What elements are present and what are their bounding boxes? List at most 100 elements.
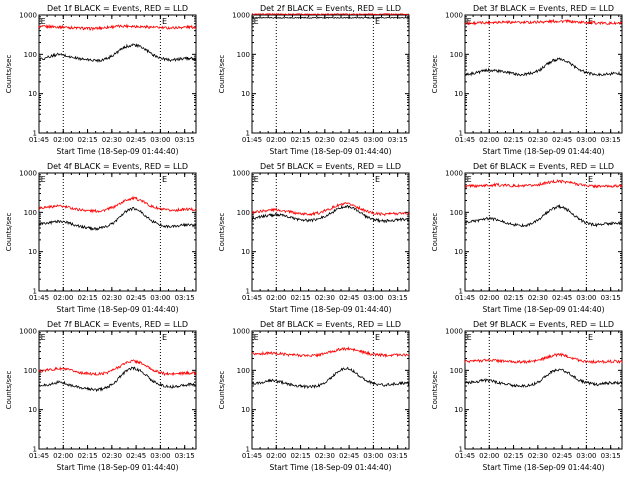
eclipse-annotation: E bbox=[467, 333, 472, 342]
x-tick-label: 02:30 bbox=[102, 294, 122, 302]
y-tick-label: 100 bbox=[237, 367, 250, 375]
y-axis-label: Counts/sec bbox=[218, 371, 226, 410]
y-tick-label: 1000 bbox=[232, 170, 250, 178]
y-tick-label: 100 bbox=[24, 367, 37, 375]
x-tick-label: 03:15 bbox=[601, 136, 621, 144]
eclipse-annotation: E bbox=[254, 175, 259, 184]
x-tick-label: 02:15 bbox=[77, 452, 97, 460]
panel-title: Det 5f BLACK = Events, RED = LLD bbox=[260, 162, 401, 171]
x-tick-label: 01:45 bbox=[242, 452, 262, 460]
y-tick-label: 100 bbox=[450, 367, 463, 375]
y-axis-label: Counts/sec bbox=[218, 55, 226, 94]
y-tick-label: 1000 bbox=[232, 12, 250, 20]
plot-frame bbox=[251, 330, 410, 450]
y-tick-label: 1 bbox=[33, 130, 37, 138]
x-tick-label: 01:45 bbox=[242, 294, 262, 302]
series-line-red bbox=[251, 202, 410, 217]
series-line-black bbox=[464, 57, 623, 77]
series-line-black bbox=[38, 206, 197, 232]
y-tick-label: 1000 bbox=[19, 12, 37, 20]
x-tick-label: 02:00 bbox=[479, 452, 499, 460]
panel-det-3f: Det 3f BLACK = Events, RED = LLD Counts/s… bbox=[431, 4, 623, 156]
x-tick-label: 02:00 bbox=[53, 452, 73, 460]
y-tick-label: 1 bbox=[459, 446, 463, 454]
y-axis-label: Counts/sec bbox=[5, 371, 13, 410]
x-tick-label: 02:15 bbox=[77, 136, 97, 144]
eclipse-annotation: E bbox=[375, 333, 380, 342]
series-line-black bbox=[251, 366, 410, 390]
x-tick-label: 03:15 bbox=[388, 136, 408, 144]
x-axis-label: Start Time (18-Sep-09 01:44:40) bbox=[270, 305, 392, 314]
y-tick-label: 10 bbox=[241, 90, 250, 98]
x-tick-label: 02:45 bbox=[552, 294, 572, 302]
x-axis-label: Start Time (18-Sep-09 01:44:40) bbox=[57, 463, 179, 472]
y-axis-label: Counts/sec bbox=[5, 55, 13, 94]
x-tick-label: 03:15 bbox=[175, 136, 195, 144]
eclipse-annotation: E bbox=[162, 175, 167, 184]
eclipse-annotation: E bbox=[467, 175, 472, 184]
series-line-red bbox=[38, 359, 197, 377]
panel-title: Det 6f BLACK = Events, RED = LLD bbox=[473, 162, 614, 171]
series-line-black bbox=[464, 203, 623, 228]
panel-title: Det 4f BLACK = Events, RED = LLD bbox=[47, 162, 188, 171]
panel-det-9f: Det 9f BLACK = Events, RED = LLD Counts/s… bbox=[431, 320, 623, 472]
eclipse-annotation: E bbox=[162, 17, 167, 26]
eclipse-annotation: E bbox=[254, 333, 259, 342]
x-tick-label: 02:30 bbox=[528, 452, 548, 460]
x-tick-label: 03:15 bbox=[175, 452, 195, 460]
y-tick-label: 100 bbox=[237, 51, 250, 59]
y-tick-label: 10 bbox=[28, 406, 37, 414]
x-tick-label: 02:15 bbox=[503, 452, 523, 460]
x-tick-label: 02:00 bbox=[266, 136, 286, 144]
x-tick-label: 03:15 bbox=[175, 294, 195, 302]
x-tick-label: 01:45 bbox=[29, 136, 49, 144]
x-tick-label: 02:00 bbox=[266, 294, 286, 302]
panel-det-7f: Det 7f BLACK = Events, RED = LLD Counts/s… bbox=[5, 320, 197, 472]
y-tick-label: 1000 bbox=[232, 328, 250, 336]
y-tick-label: 10 bbox=[28, 90, 37, 98]
y-axis-label: Counts/sec bbox=[5, 213, 13, 252]
y-tick-label: 1000 bbox=[19, 328, 37, 336]
panel-title: Det 1f BLACK = Events, RED = LLD bbox=[47, 4, 188, 13]
panel-title: Det 8f BLACK = Events, RED = LLD bbox=[260, 320, 401, 329]
eclipse-annotation: E bbox=[588, 333, 593, 342]
x-tick-label: 03:00 bbox=[576, 136, 596, 144]
x-tick-label: 02:15 bbox=[290, 294, 310, 302]
y-tick-label: 100 bbox=[24, 209, 37, 217]
x-tick-label: 02:15 bbox=[503, 294, 523, 302]
series-line-red bbox=[38, 23, 197, 32]
y-axis-label: Counts/sec bbox=[431, 55, 439, 94]
panel-title: Det 9f BLACK = Events, RED = LLD bbox=[473, 320, 614, 329]
x-tick-label: 02:00 bbox=[53, 294, 73, 302]
x-tick-label: 02:30 bbox=[528, 136, 548, 144]
x-tick-label: 02:00 bbox=[53, 136, 73, 144]
eclipse-annotation: E bbox=[254, 17, 259, 26]
panel-det-8f: Det 8f BLACK = Events, RED = LLD Counts/s… bbox=[218, 320, 410, 472]
plot-frame bbox=[464, 14, 623, 134]
x-tick-label: 02:30 bbox=[102, 452, 122, 460]
x-tick-label: 02:45 bbox=[339, 294, 359, 302]
y-axis-label: Counts/sec bbox=[218, 213, 226, 252]
y-tick-label: 1000 bbox=[445, 12, 463, 20]
x-axis-label: Start Time (18-Sep-09 01:44:40) bbox=[483, 147, 605, 156]
x-tick-label: 01:45 bbox=[455, 136, 475, 144]
x-tick-label: 03:00 bbox=[150, 294, 170, 302]
plot-frame bbox=[464, 330, 623, 450]
y-tick-label: 1 bbox=[246, 288, 250, 296]
y-tick-label: 10 bbox=[28, 248, 37, 256]
series-line-black bbox=[38, 43, 197, 63]
y-tick-label: 1 bbox=[33, 288, 37, 296]
x-tick-label: 01:45 bbox=[29, 452, 49, 460]
y-tick-label: 1 bbox=[246, 130, 250, 138]
series-line-red bbox=[38, 195, 197, 214]
panel-det-4f: Det 4f BLACK = Events, RED = LLD Counts/s… bbox=[5, 162, 197, 314]
y-tick-label: 10 bbox=[454, 248, 463, 256]
series-line-black bbox=[38, 366, 197, 393]
series-line-red bbox=[464, 179, 623, 189]
x-tick-label: 02:45 bbox=[552, 452, 572, 460]
eclipse-annotation: E bbox=[41, 175, 46, 184]
eclipse-annotation: E bbox=[375, 175, 380, 184]
x-tick-label: 02:30 bbox=[102, 136, 122, 144]
x-tick-label: 02:30 bbox=[315, 136, 335, 144]
